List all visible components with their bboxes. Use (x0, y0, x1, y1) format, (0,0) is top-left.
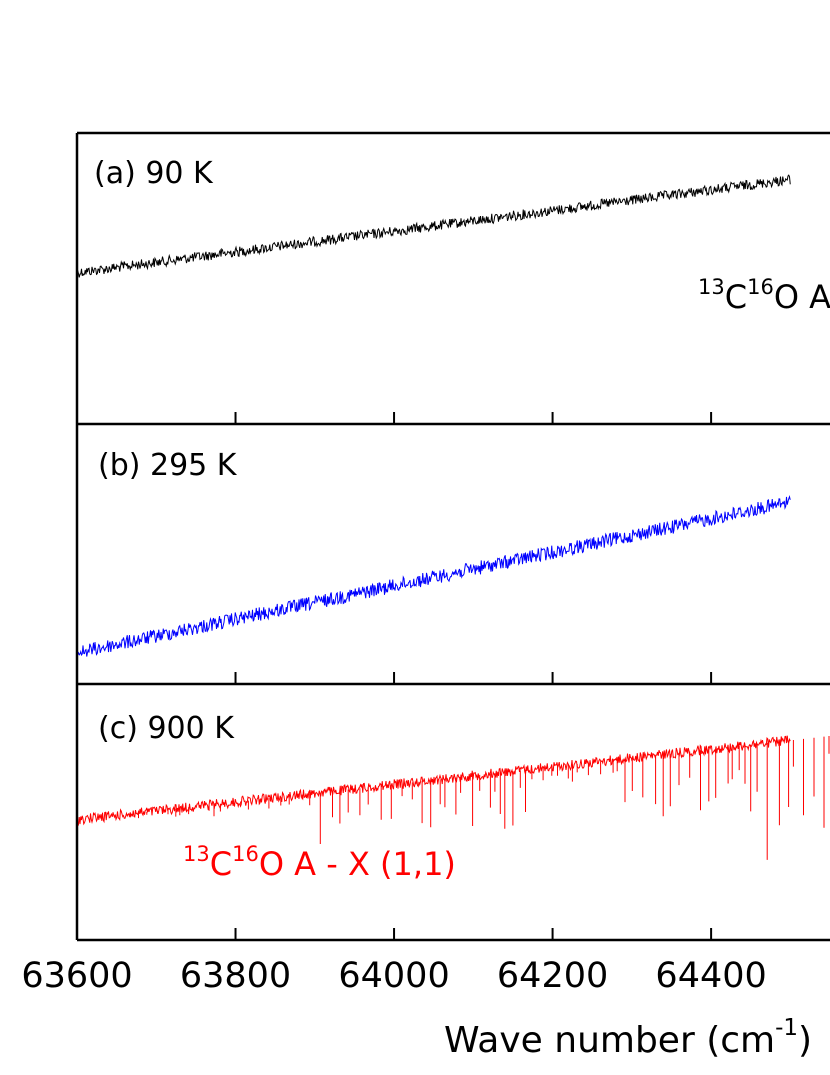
x-tick-label: 63600 (21, 956, 132, 996)
trace-panel-a (76, 174, 791, 278)
x-axis-title-close: ) (798, 1020, 812, 1061)
annotation-13co-red: 13C16O A - X (1,1) (183, 842, 456, 883)
absorption-lines-panel-c (129, 736, 830, 860)
annotation-c: C (210, 845, 232, 883)
panel-label-c: (c) 900 K (98, 711, 235, 746)
x-tick-label: 64000 (338, 956, 449, 996)
panel-label-a: (a) 90 K (94, 156, 214, 191)
annotation-c: C (725, 278, 747, 316)
trace-panel-c (76, 735, 791, 827)
x-axis-title-sup: -1 (775, 1015, 798, 1041)
trace-panel-b (76, 494, 791, 657)
annotation-rest: O A - X (1,1) (259, 845, 456, 883)
x-tick-labels: 63600 63800 64000 64200 64400 (21, 956, 766, 996)
x-tick-label: 64200 (497, 956, 608, 996)
x-axis-title-main: Wave number (cm (444, 1020, 775, 1061)
axes-frame (75, 131, 830, 942)
x-tick-label: 64400 (655, 956, 766, 996)
annotation-sup-13: 13 (183, 842, 210, 866)
annotation-rest: O A (774, 278, 830, 316)
panel-label-b: (b) 295 K (98, 448, 238, 483)
x-tick-label: 63800 (180, 956, 291, 996)
annotation-sup-16: 16 (232, 842, 259, 866)
annotation-sup-16: 16 (747, 275, 774, 299)
annotation-13co-black: 13C16O A (698, 275, 830, 316)
ticks-layer (234, 412, 713, 940)
x-axis-title: Wave number (cm-1) (444, 1015, 812, 1061)
annotation-sup-13: 13 (698, 275, 725, 299)
traces-layer (76, 174, 830, 860)
